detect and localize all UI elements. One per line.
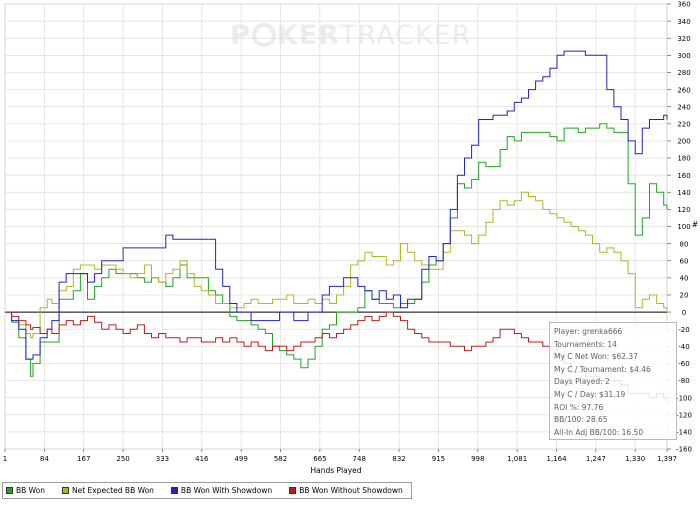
y-tick-label: -40 [678, 343, 689, 351]
series-line-bb-won-with-showdown [5, 50, 668, 360]
x-tick-label: 84 [40, 455, 49, 463]
tooltip-line: Tournaments: 14 [554, 339, 617, 349]
y-tick-label: 220 [677, 121, 690, 129]
y-tick-label: 180 [677, 155, 690, 163]
y-tick-label: 200 [677, 138, 690, 146]
y-tick-label: -80 [678, 377, 689, 385]
x-tick-label: 1,081 [507, 455, 527, 463]
series-line-bb-won [5, 123, 668, 377]
legend-item-bb-won[interactable]: BB Won [6, 486, 45, 495]
x-tick-label: 582 [274, 455, 287, 463]
x-tick-label: 1,330 [625, 455, 645, 463]
x-tick-label: 915 [432, 455, 445, 463]
y-tick-label: 320 [677, 35, 690, 43]
tooltip-line: My C Net Won: $62.37 [554, 352, 638, 362]
y-tick-label: 140 [677, 189, 690, 197]
y-tick-label: 40 [680, 275, 689, 283]
tooltip-line: My C / Day: $31.19 [554, 389, 626, 399]
x-tick-label: 416 [195, 455, 209, 463]
legend-item-non-showdown[interactable]: BB Won Without Showdown [289, 486, 403, 495]
x-tick-label: 167 [77, 455, 90, 463]
y-tick-label: 60 [680, 257, 689, 265]
y-axis-label: # [692, 220, 698, 229]
y-tick-label: -120 [676, 411, 692, 419]
legend: BB Won Net Expected BB Won BB Won With S… [2, 482, 412, 499]
x-tick-label: 250 [116, 455, 129, 463]
series-line-net-expected-bb-won [5, 191, 668, 339]
x-tick-label: 748 [353, 455, 366, 463]
x-tick-label: 665 [313, 455, 326, 463]
legend-swatch [289, 487, 297, 494]
y-tick-label: -20 [678, 326, 689, 334]
y-tick-label: 260 [677, 86, 690, 94]
y-tick-label: -60 [678, 360, 689, 368]
tooltip-line: My C / Tournament: $4.46 [554, 364, 651, 374]
legend-swatch [170, 487, 178, 494]
pokertracker-watermark: P KERTRACKER [230, 20, 472, 51]
tooltip-line: All-In Adj BB/100: 16.50 [554, 427, 644, 437]
series-line-bb-won-without-showdown [5, 311, 668, 402]
x-tick-label: 333 [156, 455, 169, 463]
tooltip-line: Player: grenka666 [554, 327, 623, 336]
legend-swatch [62, 487, 69, 494]
x-tick-label: 832 [392, 455, 405, 463]
y-tick-label: 300 [677, 52, 690, 60]
tooltip-line: ROI %: 97.76 [554, 402, 604, 412]
y-tick-label: 120 [677, 206, 690, 214]
stats-tooltip: Player: grenka666 Tournaments: 14 My C N… [549, 322, 677, 440]
legend-label: BB Won With Showdown [180, 486, 273, 495]
y-tick-label: -100 [676, 394, 692, 402]
poker-chip-icon [251, 23, 276, 47]
tooltip-line: Days Played: 2 [554, 377, 610, 387]
x-tick-label: 1 [3, 455, 7, 463]
tooltip-line: BB/100: 28.65 [554, 415, 608, 425]
y-tick-label: 0 [682, 309, 686, 317]
x-tick-label: 499 [234, 455, 247, 463]
y-tick-label: 340 [677, 18, 690, 26]
x-tick-label: 1,164 [546, 455, 567, 463]
y-tick-label: 20 [680, 292, 689, 300]
y-tick-label: 280 [677, 69, 690, 77]
legend-label: Net Expected BB Won [72, 486, 154, 495]
legend-swatch [6, 487, 13, 494]
legend-item-net-expected[interactable]: Net Expected BB Won [62, 486, 154, 495]
y-tick-label: -160 [676, 446, 692, 454]
y-tick-label: 160 [677, 172, 690, 180]
legend-item-showdown[interactable]: BB Won With Showdown [170, 486, 273, 495]
y-tick-label: 100 [677, 223, 690, 231]
legend-label: BB Won Without Showdown [299, 486, 403, 495]
x-tick-label: 1,397 [657, 455, 677, 463]
y-tick-label: 80 [680, 240, 689, 248]
x-tick-label: 998 [471, 455, 484, 463]
x-tick-label: 1,247 [586, 455, 606, 463]
chart: P KERTRACKER -160 -140 -120 -100 -80 -60 -40 -20… [3, 1, 698, 475]
y-tick-label: 240 [677, 103, 690, 111]
legend-label: BB Won [16, 486, 45, 495]
y-tick-label: 360 [677, 1, 690, 9]
x-axis-label: Hands Played [310, 466, 361, 475]
y-tick-label: -140 [676, 429, 692, 437]
